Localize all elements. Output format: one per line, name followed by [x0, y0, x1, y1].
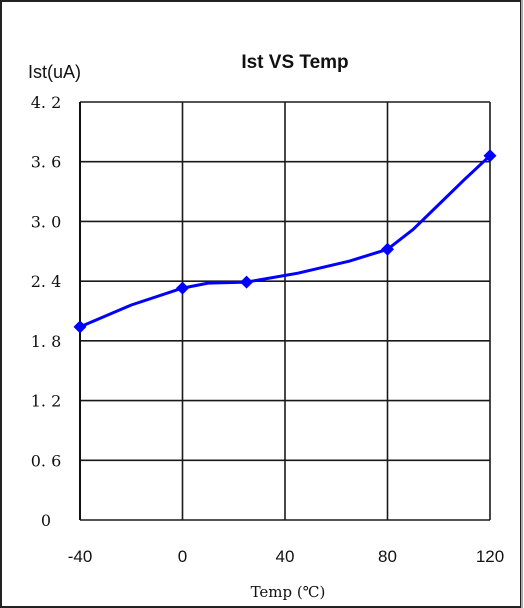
series-line — [78, 154, 492, 329]
data-point — [176, 281, 189, 295]
tick-labels: 0 0. 6 1. 2 1. 8 2. 4 3. 0 3. 6 4. 2 -40 0 40 80 120 — [31, 93, 504, 566]
y-tick-label: 2. 4 — [31, 272, 62, 291]
x-tick-label: 120 — [476, 547, 504, 566]
series-layer — [73, 149, 497, 334]
y-axis-label: Ist(uA) — [28, 62, 81, 82]
data-point — [483, 149, 497, 163]
data-point — [381, 242, 394, 256]
y-tick-label: 3. 6 — [31, 153, 62, 172]
y-tick-label: 3. 0 — [31, 212, 62, 231]
chart-title: Ist VS Temp — [241, 52, 348, 73]
x-tick-label: 0 — [178, 547, 187, 566]
y-tick-label: 0. 6 — [31, 451, 62, 470]
y-tick-label: 0 — [41, 511, 51, 530]
y-tick-label: 1. 2 — [31, 392, 62, 411]
y-tick-label: 1. 8 — [31, 332, 62, 351]
x-axis-label: Temp (℃) — [251, 583, 326, 601]
data-point — [240, 275, 254, 289]
x-tick-label: 80 — [378, 547, 397, 566]
data-point — [73, 320, 87, 334]
y-tick-label: 4. 2 — [31, 93, 62, 112]
x-tick-label: 40 — [276, 547, 295, 566]
x-tick-label: -40 — [68, 547, 93, 566]
